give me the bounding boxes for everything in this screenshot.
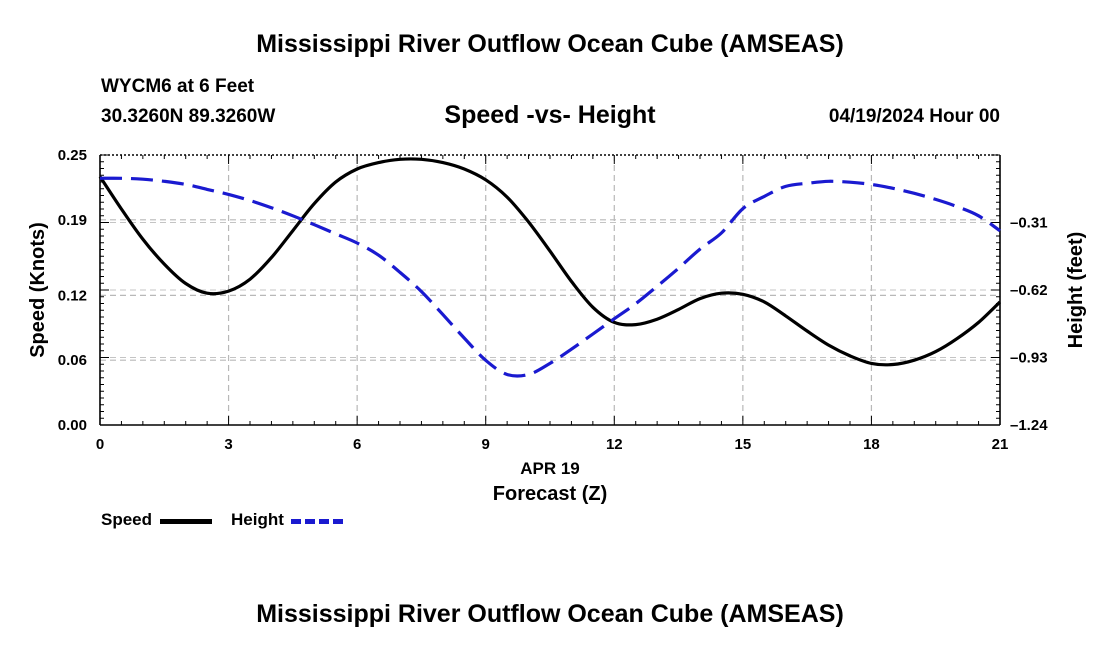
y-tick-label-right: –0.62 [1010,282,1048,299]
x-tick-label: 15 [735,436,752,453]
y-tick-label-left: 0.12 [58,287,87,304]
x-tick-label: 3 [224,436,232,453]
x-tick-label: 21 [992,436,1009,453]
ticks: 0 3 6 9 12 15 18 21 0.25 0.19 0.12 0.06 0.00 –0.31 –0.… [58,147,1048,453]
x-tick-label: 0 [96,436,104,453]
location-label: 30.3260N 89.3260W [101,106,276,127]
legend-height-label: Height [231,510,284,529]
x-tick-label: 9 [482,436,490,453]
y-tick-label-left: 0.25 [58,147,87,164]
series-line-speed [98,157,1002,367]
y-tick-label-right: –1.24 [1010,417,1048,434]
y-tick-label-left: 0.19 [58,212,87,229]
y-tick-label-right: –0.31 [1010,215,1048,232]
chart-subtitle: Speed -vs- Height [444,101,656,129]
station-label: WYCM6 at 6 Feet [101,76,255,97]
legend-speed-swatch [160,519,212,524]
legend-speed-label: Speed [101,510,153,529]
y-tick-label-left: 0.00 [58,417,87,434]
y-tick-label-right: –0.93 [1010,350,1048,367]
y-axis-right-label: Height (feet) [1065,232,1087,349]
y-tick-label-left: 0.06 [58,352,87,369]
x-tick-label: 12 [606,436,623,453]
x-tick-label: 6 [353,436,361,453]
x-axis-date-label: APR 19 [520,459,580,478]
x-tick-label: 18 [863,436,880,453]
chart-title: Mississippi River Outflow Ocean Cube (AM… [256,30,844,58]
y-axis-left-label: Speed (Knots) [27,222,49,358]
series-lines [98,157,1002,378]
legend-height-swatch [291,519,343,524]
datetime-label: 04/19/2024 Hour 00 [828,106,1000,127]
footer-title: Mississippi River Outflow Ocean Cube (AM… [256,600,844,628]
series-line-height [99,176,1001,378]
x-axis-label: Forecast (Z) [493,483,607,505]
